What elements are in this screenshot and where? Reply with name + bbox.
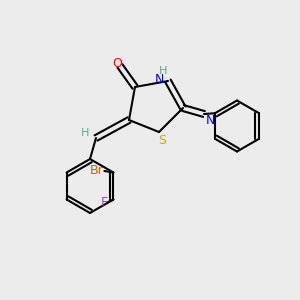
Text: Br: Br xyxy=(90,164,104,178)
Text: H: H xyxy=(159,65,168,76)
Text: N: N xyxy=(205,113,215,127)
Text: N: N xyxy=(154,73,164,86)
Text: F: F xyxy=(101,196,108,209)
Text: H: H xyxy=(81,128,90,139)
Text: O: O xyxy=(112,56,122,70)
Text: S: S xyxy=(158,134,166,148)
